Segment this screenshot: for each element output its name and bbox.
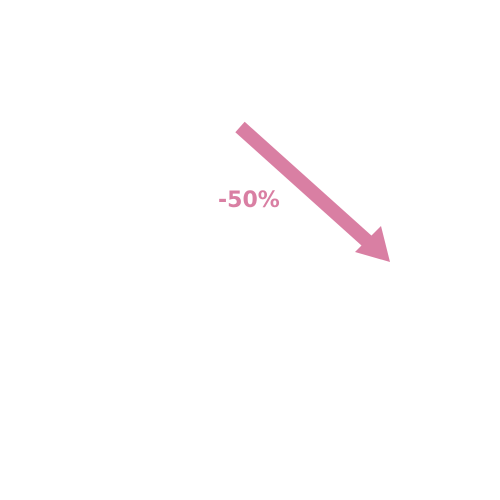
arrow-head	[355, 226, 390, 262]
percent-change-label: -50%	[218, 188, 280, 213]
arrow-shaft	[235, 121, 372, 247]
